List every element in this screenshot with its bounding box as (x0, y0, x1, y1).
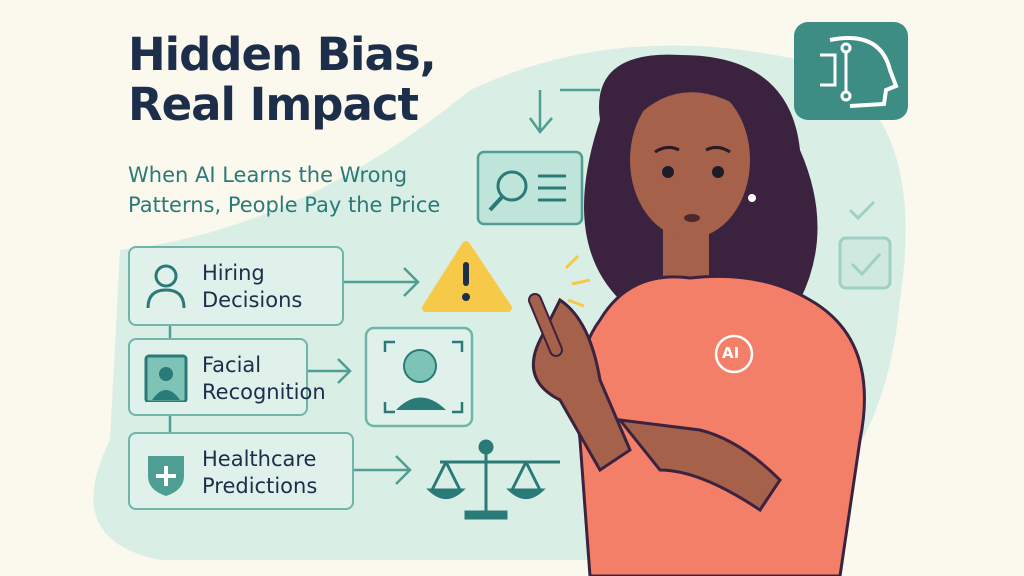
subtitle: When AI Learns the Wrong Patterns, Peopl… (128, 160, 440, 220)
checkmark-icons (838, 200, 892, 290)
card-facial-recognition: Facial Recognition (128, 338, 326, 416)
card-line-1: Hiring (202, 261, 265, 285)
woman-illustration (528, 54, 866, 576)
shield-plus-icon (148, 456, 184, 496)
page-title: Hidden Bias, Real Impact (128, 28, 437, 131)
card-line-1: Facial (202, 353, 262, 377)
card-hiring-decisions: Hiring Decisions (128, 246, 344, 326)
face-scan-icon (364, 326, 474, 428)
card-line-1: Healthcare (202, 447, 317, 471)
card-healthcare-predictions: Healthcare Predictions (128, 432, 354, 510)
title-line-2: Real Impact (128, 78, 419, 131)
subtitle-line-2: Patterns, People Pay the Price (128, 193, 441, 217)
ai-head-logo-icon (794, 22, 908, 120)
person-outline-icon (146, 264, 186, 309)
portrait-icon (144, 354, 188, 402)
card-line-2: Decisions (202, 288, 303, 312)
search-document-icon (476, 150, 584, 226)
card-line-2: Predictions (202, 474, 318, 498)
card-line-2: Recognition (202, 380, 326, 404)
shirt-badge: AI (722, 344, 740, 362)
justice-scale-icon (426, 439, 560, 520)
subtitle-line-1: When AI Learns the Wrong (128, 163, 408, 187)
title-line-1: Hidden Bias, (128, 28, 437, 81)
warning-icon (422, 241, 512, 312)
